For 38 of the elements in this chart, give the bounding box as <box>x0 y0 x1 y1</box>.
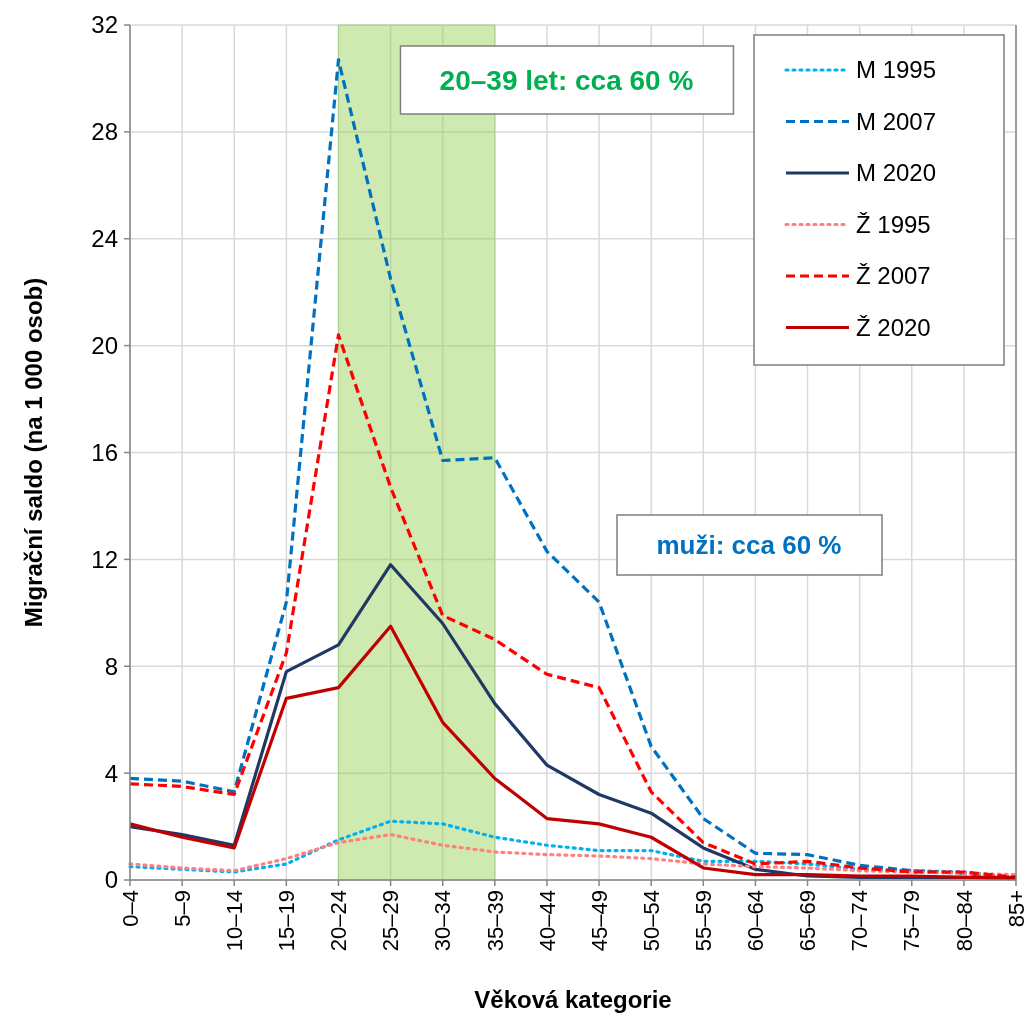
x-tick-label: 65–69 <box>795 890 821 952</box>
band-label: 20–39 let: cca 60 % <box>439 64 694 96</box>
y-tick-label: 28 <box>91 118 118 146</box>
x-tick-label: 0–4 <box>117 890 143 927</box>
annotation: muži: cca 60 % <box>656 530 842 561</box>
legend-label: Ž 1995 <box>856 210 931 238</box>
x-tick-label: 85+ <box>1003 890 1029 928</box>
y-tick-label: 8 <box>104 652 118 680</box>
legend-label: Ž 2020 <box>856 313 931 341</box>
legend-label: M 2020 <box>856 159 937 187</box>
legend-label: M 1995 <box>856 56 937 84</box>
x-tick-label: 75–79 <box>899 890 925 952</box>
x-tick-label: 45–49 <box>586 890 612 952</box>
y-tick-label: 0 <box>104 866 118 894</box>
x-tick-label: 80–84 <box>951 890 977 952</box>
x-axis-title: Věková kategorie <box>474 986 672 1013</box>
x-tick-label: 60–64 <box>743 890 769 952</box>
x-tick-label: 20–24 <box>326 890 352 952</box>
y-tick-label: 4 <box>104 759 118 787</box>
x-tick-label: 50–54 <box>638 890 664 952</box>
x-tick-label: 55–59 <box>690 890 716 952</box>
y-tick-label: 32 <box>91 11 118 39</box>
x-tick-label: 35–39 <box>482 890 508 952</box>
y-tick-label: 16 <box>91 438 118 466</box>
y-axis-title: Migrační saldo (na 1 000 osob) <box>20 277 47 628</box>
legend-label: Ž 2007 <box>856 262 931 290</box>
x-tick-label: 15–19 <box>274 890 300 952</box>
y-tick-label: 12 <box>91 545 118 573</box>
legend-label: M 2007 <box>856 107 937 135</box>
x-tick-label: 25–29 <box>378 890 404 952</box>
x-tick-label: 40–44 <box>534 890 560 952</box>
y-tick-label: 20 <box>91 332 118 360</box>
x-tick-label: 5–9 <box>169 890 195 927</box>
x-tick-label: 10–14 <box>221 890 247 952</box>
line-series <box>128 832 1018 877</box>
y-tick-label: 24 <box>91 225 118 253</box>
x-tick-label: 70–74 <box>847 890 873 952</box>
x-tick-label: 30–34 <box>430 890 456 952</box>
